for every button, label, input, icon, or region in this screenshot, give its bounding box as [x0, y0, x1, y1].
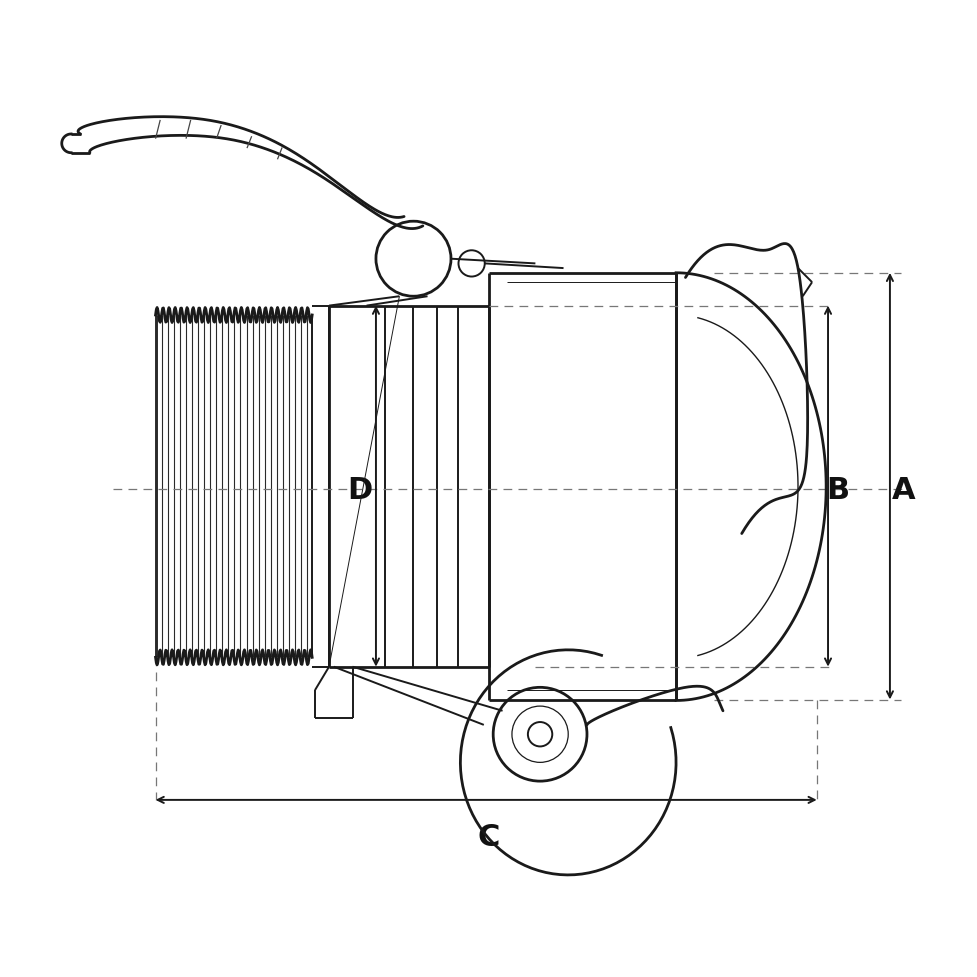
Text: A: A: [892, 476, 915, 505]
Text: B: B: [826, 476, 849, 505]
Text: D: D: [348, 476, 372, 505]
Text: C: C: [478, 823, 499, 852]
